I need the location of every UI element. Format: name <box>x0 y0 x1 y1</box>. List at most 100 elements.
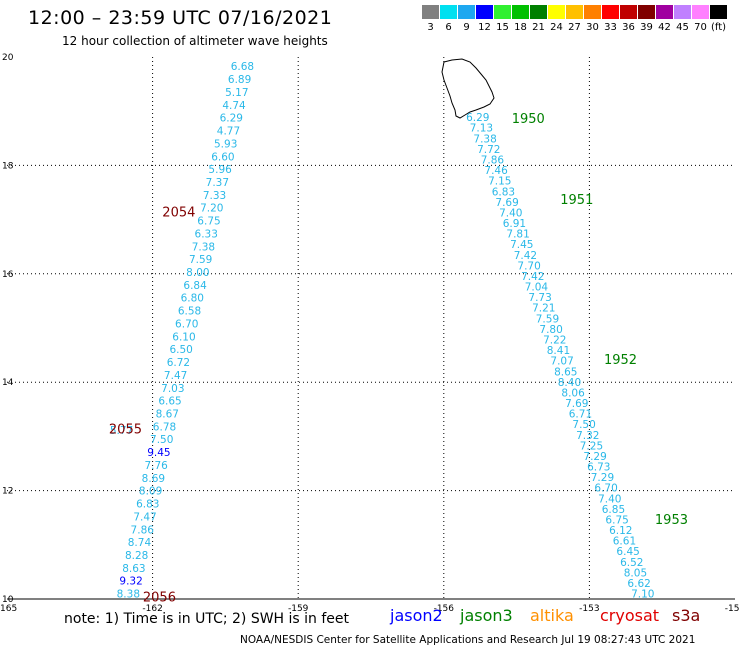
wave-height-value: 6.84 <box>183 280 207 292</box>
wave-height-value: 7.69 <box>495 197 518 209</box>
wave-height-value: 8.65 <box>554 366 577 378</box>
legend-swatch <box>620 5 637 19</box>
pass-time-label: 1952 <box>604 353 637 368</box>
wave-height-value: 7.46 <box>484 165 508 177</box>
legend-label: 12 <box>478 22 491 33</box>
pass-time-label: 1950 <box>512 112 545 127</box>
lon-tick-label: -156 <box>434 604 455 614</box>
wave-height-value: 7.81 <box>506 229 529 241</box>
wave-height-value: 5.96 <box>208 164 232 176</box>
legend-swatch <box>566 5 583 19</box>
satellite-name: s3a <box>672 606 701 625</box>
wave-height-value: 7.04 <box>525 282 549 294</box>
wave-height-value: 6.85 <box>602 504 625 516</box>
legend-swatch <box>494 5 511 19</box>
legend-label: 70 <box>694 22 707 33</box>
legend-label: 36 <box>622 22 635 33</box>
wave-height-value: 7.72 <box>477 144 500 156</box>
wave-height-value: 8.05 <box>624 567 647 579</box>
wave-height-value: 6.29 <box>466 112 489 124</box>
wave-height-value: 7.86 <box>131 524 155 536</box>
legend-label: (ft) <box>710 22 727 33</box>
hawaii-island-outline <box>441 58 495 119</box>
lat-tick-label: 20 <box>2 53 14 63</box>
wave-height-value: 6.91 <box>503 218 526 230</box>
legend-label: 3 <box>427 22 434 33</box>
axis-labels: -165 -162 -159 -156 -153 -150 10 12 14 16 18 20 <box>0 53 740 614</box>
credit-line: NOAA/NESDIS Center for Satellite Applica… <box>240 634 696 646</box>
wave-height-value: 4.74 <box>222 100 246 112</box>
legend-swatch <box>638 5 655 19</box>
legend-label: 30 <box>586 22 599 33</box>
wave-height-value: 7.40 <box>598 493 621 505</box>
wave-height-value: 7.32 <box>576 430 599 442</box>
legend-swatch <box>476 5 493 19</box>
wave-height-value: 7.38 <box>473 133 496 145</box>
wave-height-value: 7.86 <box>481 155 505 167</box>
lon-tick-label: -165 <box>0 604 17 614</box>
wave-height-value: 8.69 <box>142 473 165 485</box>
hawaii-coastline <box>441 58 495 119</box>
wave-height-value: 7.70 <box>517 260 540 272</box>
footer-note: note: 1) Time is in UTC; 2) SWH is in fe… <box>64 611 350 627</box>
lat-tick-label: 12 <box>2 487 13 497</box>
legend-swatch <box>440 5 457 19</box>
wave-height-value: 7.40 <box>499 207 522 219</box>
wave-height-value: 7.47 <box>133 511 156 523</box>
legend-swatch <box>584 5 601 19</box>
legend-label: 33 <box>604 22 617 33</box>
legend-swatch <box>692 5 709 19</box>
wave-height-value: 7.59 <box>189 254 212 266</box>
wave-height-value: 6.83 <box>492 186 515 198</box>
wave-height-value: 6.29 <box>220 113 243 125</box>
wave-height-value: 7.47 <box>164 370 187 382</box>
wave-height-value: 4.77 <box>217 126 240 138</box>
wave-height-value: 6.68 <box>231 61 254 73</box>
legend-label: 15 <box>496 22 509 33</box>
legend-swatch <box>530 5 547 19</box>
wave-height-value: 7.03 <box>161 383 184 395</box>
wave-height-value: 7.10 <box>631 589 654 601</box>
wave-height-value: 6.52 <box>620 557 643 569</box>
wave-height-value: 7.73 <box>528 292 551 304</box>
lat-tick-label: 10 <box>2 595 14 605</box>
satellite-name: cryosat <box>600 606 660 625</box>
map-grid <box>7 57 735 600</box>
legend-label: 39 <box>640 22 653 33</box>
wave-height-value: 6.58 <box>178 306 201 318</box>
wave-height-value: 6.12 <box>609 525 632 537</box>
wave-height-value: 5.93 <box>214 138 237 150</box>
page-subtitle: 12 hour collection of altimeter wave hei… <box>62 34 328 48</box>
wave-height-value: 6.70 <box>175 318 198 330</box>
wave-height-value: 7.15 <box>488 176 511 188</box>
wave-height-value: 6.89 <box>228 74 251 86</box>
lon-tick-label: -150 <box>725 604 740 614</box>
wave-height-value: 8.40 <box>558 377 581 389</box>
legend-label: 27 <box>568 22 581 33</box>
wave-height-value: 7.21 <box>532 303 555 315</box>
wave-height-value: 7.69 <box>565 398 588 410</box>
legend-label: 24 <box>550 22 563 33</box>
wave-height-value: 7.22 <box>543 334 566 346</box>
legend-label: 18 <box>514 22 527 33</box>
wave-height-value: 6.78 <box>153 421 176 433</box>
wave-height-value: 7.20 <box>200 203 223 215</box>
wave-height-value: 6.60 <box>211 151 234 163</box>
wave-height-value: 6.10 <box>172 331 195 343</box>
wave-height-value: 7.42 <box>521 271 544 283</box>
wave-height-value: 9.32 <box>119 576 142 588</box>
wave-height-value: 6.75 <box>197 216 220 228</box>
wave-height-value: 7.50 <box>150 434 173 446</box>
wave-height-value: 7.50 <box>572 419 595 431</box>
wave-height-value: 6.33 <box>195 228 218 240</box>
legend-label: 21 <box>532 22 545 33</box>
wave-height-value: 6.50 <box>169 344 192 356</box>
wave-height-value: 7.33 <box>203 190 226 202</box>
lon-tick-label: -153 <box>579 604 599 614</box>
pass-time-label: 1951 <box>560 193 593 208</box>
page-title: 12:00 – 23:59 UTC 07/16/2021 <box>28 7 333 29</box>
legend-swatch <box>656 5 673 19</box>
wave-height-value: 7.45 <box>510 239 533 251</box>
pass-time-label: 2054 <box>162 205 195 220</box>
legend-swatch <box>458 5 475 19</box>
